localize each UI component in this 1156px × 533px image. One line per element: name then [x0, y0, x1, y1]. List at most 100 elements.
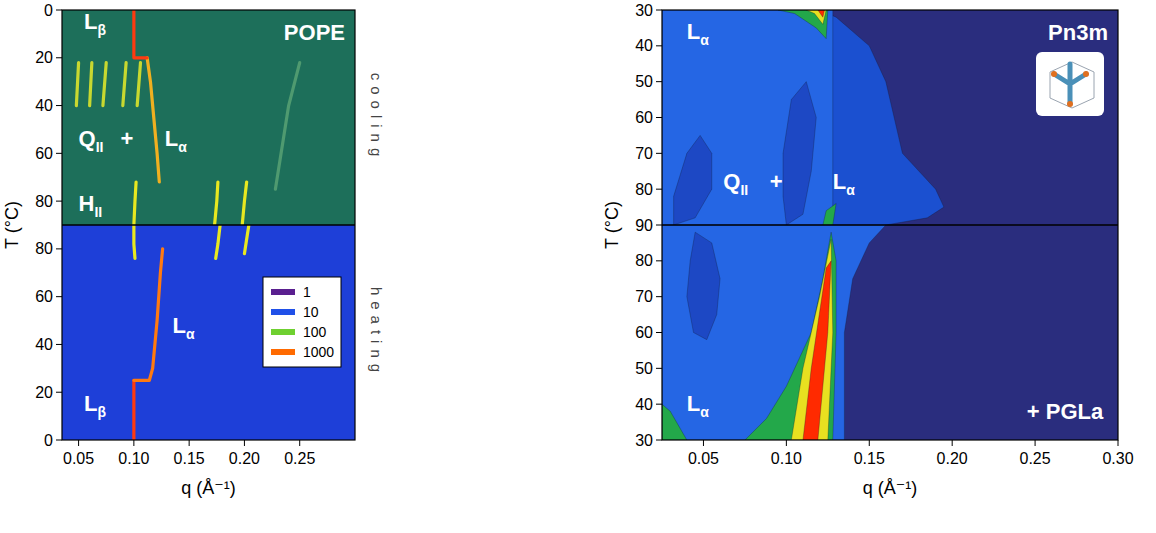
legend-label: 100 — [303, 324, 327, 340]
phase-label: Lα — [687, 19, 709, 48]
legend-label: 10 — [303, 304, 319, 320]
y-tick-label: 40 — [35, 97, 53, 114]
label-main: Q — [723, 169, 740, 194]
peak-trace — [134, 249, 163, 380]
contour-region — [783, 82, 816, 225]
contour-region — [662, 10, 833, 225]
peak-trace — [103, 63, 106, 106]
y-tick — [656, 404, 662, 405]
label-sub: α — [178, 139, 187, 155]
panel-title: Pn3m — [1048, 20, 1108, 45]
x-tick — [1035, 440, 1036, 446]
label-sub: β — [98, 22, 107, 38]
peak-trace — [215, 182, 218, 225]
section-separator — [662, 224, 1118, 226]
y-tick-label: 90 — [635, 217, 653, 234]
label-main: H — [79, 191, 95, 216]
peak-trace — [134, 10, 147, 58]
inset-node — [1067, 101, 1073, 107]
peak-trace — [242, 182, 246, 225]
phase-label: + — [121, 126, 134, 151]
y-tick — [656, 332, 662, 333]
y-tick-label: 80 — [635, 181, 653, 198]
peak-trace — [216, 225, 220, 258]
panel: 0.050.100.150.200.250.30q (Å⁻¹)304050607… — [602, 2, 1134, 498]
legend-label: 1000 — [303, 344, 334, 360]
section-label: cooling — [368, 73, 385, 163]
label-main: L — [84, 391, 97, 416]
peak-trace — [275, 63, 299, 190]
x-tick-label: 0.20 — [229, 450, 260, 467]
y-tick-label: 40 — [35, 336, 53, 353]
y-tick — [656, 368, 662, 369]
y-tick-label: 20 — [35, 384, 53, 401]
label-sub: II — [96, 139, 104, 155]
contour-region — [662, 225, 886, 440]
peak-trace — [134, 182, 136, 225]
x-tick — [1118, 440, 1119, 446]
y-tick — [656, 260, 662, 261]
label-sub: α — [700, 32, 709, 48]
y-tick-label: 60 — [35, 145, 53, 162]
y-tick — [656, 440, 662, 441]
legend-label: 1 — [303, 284, 311, 300]
contour-region — [823, 204, 836, 226]
y-tick — [656, 225, 662, 226]
contour-region — [745, 232, 836, 440]
legend-swatch — [271, 329, 295, 335]
contour-region — [778, 10, 828, 39]
legend-box — [263, 277, 341, 367]
y-tick-label: 80 — [35, 193, 53, 210]
plot-area — [662, 10, 944, 225]
section-background — [62, 10, 355, 225]
label-sub: α — [846, 182, 855, 198]
y-tick-label: 40 — [635, 396, 653, 413]
y-tick-label: 80 — [35, 240, 53, 257]
peak-trace — [123, 63, 126, 106]
contour-region — [791, 239, 832, 440]
plot-area — [76, 10, 299, 225]
y-tick-label: 40 — [635, 37, 653, 54]
y-tick-label: 70 — [635, 145, 653, 162]
contour-region — [818, 10, 825, 17]
x-axis-title: q (Å⁻¹) — [863, 478, 918, 498]
x-tick — [869, 440, 870, 446]
label-main: L — [173, 313, 186, 338]
x-tick — [78, 440, 79, 446]
phase-label: Lβ — [84, 9, 106, 38]
x-tick-label: 0.10 — [771, 450, 802, 467]
phase-label: Lα — [165, 126, 187, 155]
y-tick-label: 60 — [635, 109, 653, 126]
peak-trace — [76, 63, 78, 106]
y-tick — [56, 440, 62, 441]
x-tick-label: 0.15 — [174, 450, 205, 467]
y-tick — [56, 201, 62, 202]
x-tick-label: 0.30 — [1102, 450, 1133, 467]
peak-trace — [147, 58, 159, 182]
x-tick-label: 0.25 — [284, 450, 315, 467]
phase-label: + PGLa — [1027, 399, 1104, 424]
y-tick — [656, 153, 662, 154]
peak-trace — [137, 63, 140, 106]
x-tick-label: 0.05 — [688, 450, 719, 467]
phase-label: QII — [723, 169, 748, 198]
phase-label: Lα — [173, 313, 195, 342]
phase-label: QII — [79, 126, 104, 155]
peak-trace — [244, 225, 248, 254]
x-tick — [703, 440, 704, 446]
phase-label: Lα — [687, 391, 709, 420]
section-label: heating — [368, 287, 385, 378]
phase-label: HII — [79, 191, 103, 220]
contour-region — [662, 10, 944, 225]
label-sub: α — [186, 326, 195, 342]
label-sub: II — [94, 204, 102, 220]
contour-region — [662, 404, 687, 440]
y-tick — [656, 45, 662, 46]
y-tick-label: 60 — [635, 324, 653, 341]
y-tick-label: 30 — [635, 432, 653, 449]
inset-node — [1051, 71, 1057, 77]
y-tick — [656, 81, 662, 82]
inset-box — [1036, 52, 1104, 116]
inset-node — [1083, 71, 1089, 77]
y-tick-label: 70 — [635, 288, 653, 305]
